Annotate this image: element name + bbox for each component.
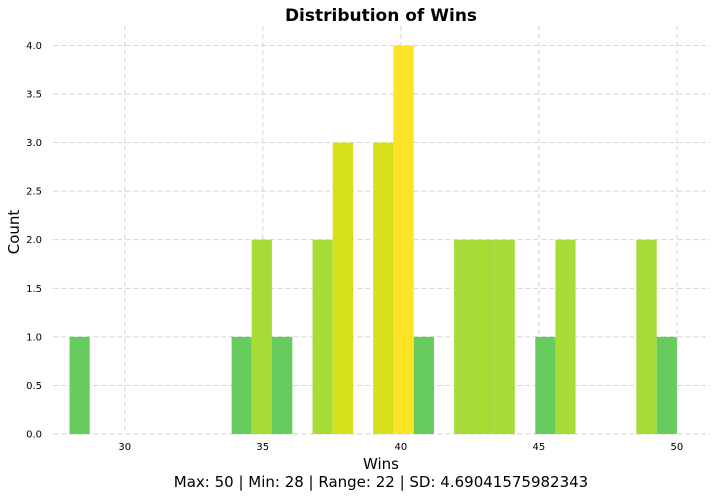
histogram-bar [494, 239, 515, 434]
histogram-bar [656, 336, 677, 434]
y-tick-label: 2.5 [26, 187, 42, 198]
histogram-bar [251, 239, 272, 434]
y-tick-label: 1.0 [26, 332, 42, 343]
y-tick-label: 1.5 [26, 284, 42, 295]
histogram-bar [454, 239, 475, 434]
histogram-bar [332, 142, 354, 435]
x-tick-label: 30 [118, 442, 131, 453]
histogram-bar [373, 142, 394, 435]
x-tick-label: 50 [671, 442, 684, 453]
y-axis-label: Count [5, 210, 23, 255]
x-tick-label: 40 [394, 442, 407, 453]
x-tick-label: 45 [532, 442, 545, 453]
summary-stats: Max: 50 | Min: 28 | Range: 22 | SD: 4.69… [174, 473, 588, 491]
histogram-bar [312, 239, 333, 434]
histogram-bar [393, 45, 414, 435]
y-tick-label: 0.0 [26, 430, 42, 441]
histogram-bar [231, 336, 252, 434]
y-tick-label: 3.0 [26, 138, 42, 149]
tick-labels: 0.0 0.5 1.0 1.5 2.0 2.5 3.0 3.5 4.0 30 35 40 45 50 [26, 41, 683, 453]
x-axis-label: Wins [363, 455, 399, 473]
histogram-bar [69, 336, 90, 434]
histogram-bar [535, 336, 556, 434]
histogram-bar [271, 336, 293, 434]
chart-title: Distribution of Wins [285, 6, 477, 26]
histogram-bar [636, 239, 657, 434]
bars [69, 45, 677, 435]
histogram-bar [555, 239, 576, 434]
y-tick-label: 4.0 [26, 41, 42, 52]
y-tick-label: 0.5 [26, 381, 42, 392]
x-tick-label: 35 [256, 442, 269, 453]
y-tick-label: 2.0 [26, 235, 42, 246]
histogram-bar [413, 336, 434, 434]
y-tick-label: 3.5 [26, 90, 42, 101]
histogram-bar [474, 239, 495, 434]
